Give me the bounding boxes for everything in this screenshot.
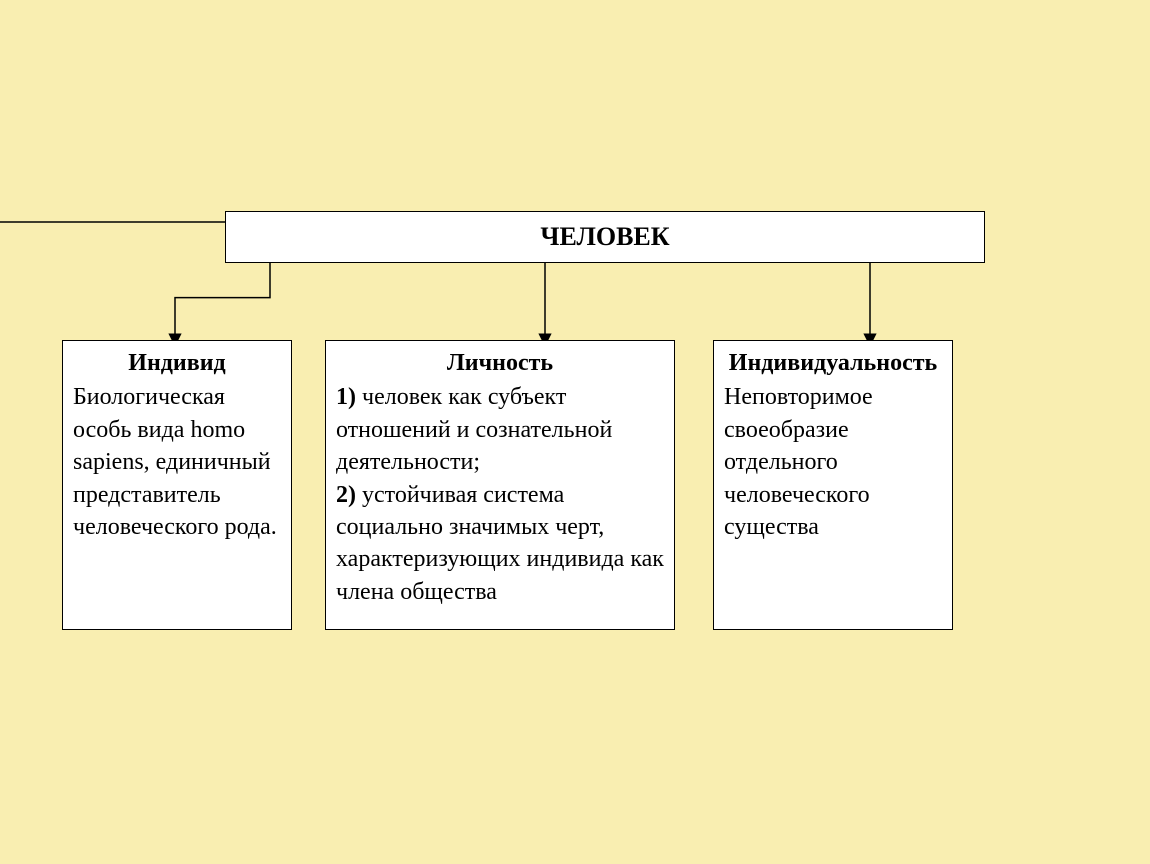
child-body: 1) человек как субъект отношений и созна…: [336, 381, 664, 608]
edge-arrow: [175, 263, 270, 340]
child-node-individ: ИндивидБиологическая особь вида homo sap…: [62, 340, 292, 630]
child-node-individualnost: ИндивидуальностьНеповторимое своеобразие…: [713, 340, 953, 630]
child-body: Неповторимое своеобразие отдельного чело…: [724, 381, 942, 543]
diagram-canvas: ЧЕЛОВЕК ИндивидБиологическая особь вида h…: [0, 0, 1150, 864]
child-body: Биологическая особь вида homo sapiens, е…: [73, 381, 281, 543]
child-node-lichnost: Личность1) человек как субъект отношений…: [325, 340, 675, 630]
root-title: ЧЕЛОВЕК: [540, 222, 669, 252]
child-title: Личность: [336, 347, 664, 379]
root-node: ЧЕЛОВЕК: [225, 211, 985, 263]
child-title: Индивид: [73, 347, 281, 379]
child-title: Индивидуальность: [724, 347, 942, 379]
